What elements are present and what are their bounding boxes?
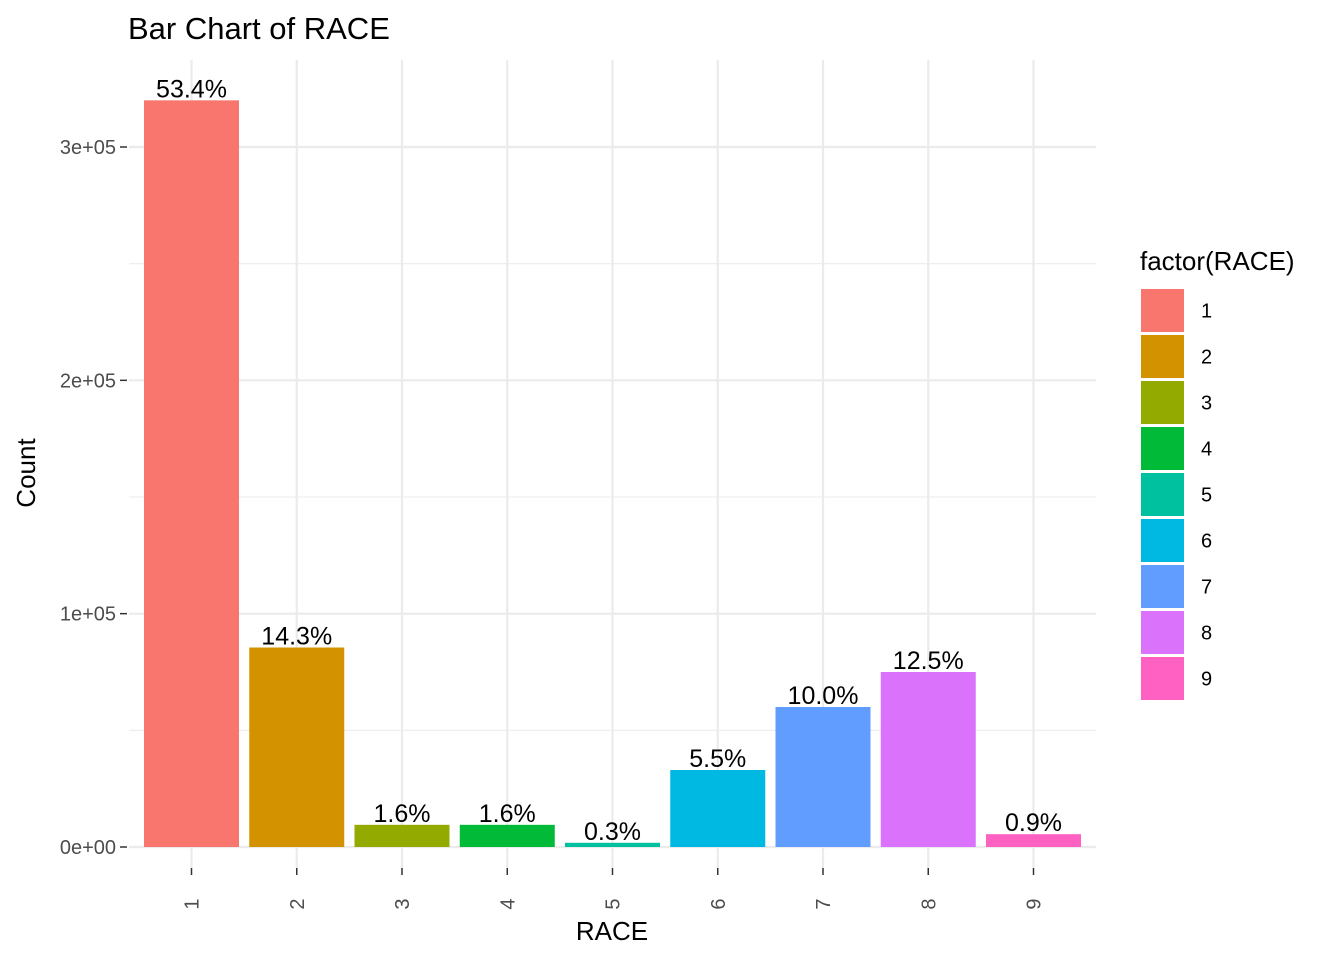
x-tick-label-9: 9 [1024, 898, 1046, 909]
data-label-9: 0.9% [1005, 809, 1062, 837]
x-tick-label-7: 7 [813, 898, 835, 909]
data-label-4: 1.6% [479, 800, 536, 828]
y-tick-label: 3e+05 [60, 137, 116, 159]
data-label-7: 10.0% [788, 682, 859, 710]
data-label-5: 0.3% [584, 818, 641, 846]
legend-title: factor(RACE) [1140, 246, 1295, 276]
x-axis: 1 2 3 4 5 6 7 8 9 [182, 868, 1046, 910]
legend-label-9: 9 [1201, 669, 1212, 691]
legend-label-3: 3 [1201, 393, 1212, 415]
legend-key-8 [1141, 611, 1184, 654]
y-axis-title: Count [11, 438, 41, 508]
data-label-1: 53.4% [156, 75, 227, 103]
x-tick-label-2: 2 [287, 898, 309, 909]
legend-label-5: 5 [1201, 485, 1212, 507]
x-tick-label-3: 3 [392, 898, 414, 909]
y-tick-label: 1e+05 [60, 604, 116, 626]
legend-label-7: 7 [1201, 577, 1212, 599]
x-tick-label-4: 4 [497, 898, 519, 909]
chart-title: Bar Chart of RACE [128, 11, 390, 46]
bars [144, 100, 1081, 848]
legend-label-6: 6 [1201, 531, 1212, 553]
legend-label-1: 1 [1201, 301, 1212, 323]
legend-key-7 [1141, 565, 1184, 608]
data-label-2: 14.3% [261, 623, 332, 651]
legend-key-4 [1141, 427, 1184, 470]
x-tick-label-6: 6 [708, 898, 730, 909]
legend-label-2: 2 [1201, 347, 1212, 369]
y-tick-label: 2e+05 [60, 370, 116, 392]
bar-4 [459, 824, 555, 847]
x-tick-label-1: 1 [182, 898, 204, 909]
bar-5 [565, 842, 660, 847]
bar-8 [880, 672, 976, 847]
legend: factor(RACE) 1 2 3 4 5 6 7 8 9 [1140, 246, 1295, 700]
legend-key-5 [1141, 473, 1184, 516]
bar-9 [986, 834, 1081, 847]
legend-label-4: 4 [1201, 439, 1212, 461]
x-tick-label-5: 5 [603, 898, 625, 909]
legend-key-3 [1141, 381, 1184, 424]
legend-label-8: 8 [1201, 623, 1212, 645]
legend-key-9 [1141, 657, 1184, 700]
x-axis-title: RACE [576, 916, 648, 946]
data-label-3: 1.6% [374, 800, 431, 828]
x-tick-label-8: 8 [918, 898, 940, 909]
bar-1 [144, 100, 239, 848]
bar-2 [249, 647, 345, 847]
bar-6 [670, 770, 766, 847]
data-label-6: 5.5% [689, 745, 746, 773]
data-label-8: 12.5% [893, 647, 964, 675]
data-labels: 53.4% 14.3% 1.6% 1.6% 0.3% 5.5% 10.0% 12.5% 0.9% [156, 75, 1062, 845]
legend-key-1 [1141, 289, 1184, 332]
bar-3 [354, 824, 450, 847]
legend-items: 1 2 3 4 5 6 7 8 9 [1141, 289, 1212, 700]
bar-7 [775, 707, 871, 847]
legend-key-6 [1141, 519, 1184, 562]
legend-key-2 [1141, 335, 1184, 378]
y-axis: 0e+00 1e+05 2e+05 3e+05 [60, 137, 127, 859]
y-tick-label: 0e+00 [60, 837, 116, 859]
